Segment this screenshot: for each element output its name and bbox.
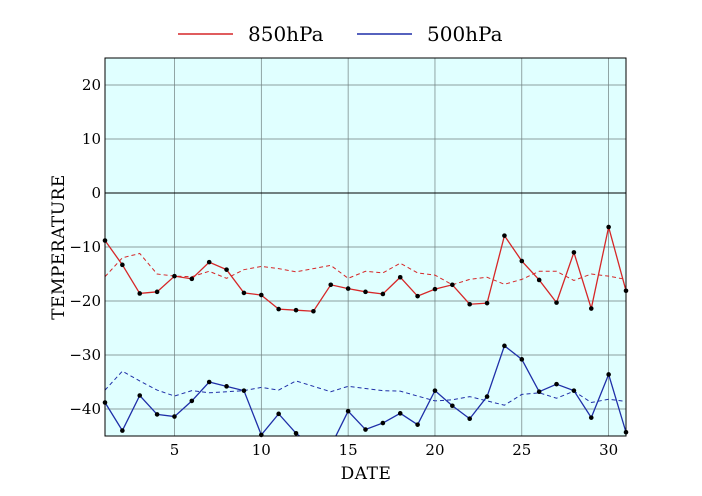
legend-label-850hpa: 850hPa <box>248 22 324 46</box>
data-point-500hpa <box>484 394 490 399</box>
x-tick-label: 5 <box>170 441 180 459</box>
data-point-850hpa <box>259 292 264 298</box>
data-point-850hpa <box>484 300 490 306</box>
data-point-850hpa <box>554 300 559 305</box>
data-point-850hpa <box>345 286 351 291</box>
x-tick-label: 30 <box>599 441 618 459</box>
data-point-500hpa <box>345 408 351 414</box>
data-point-500hpa <box>571 388 577 393</box>
data-point-850hpa <box>502 233 507 238</box>
data-point-500hpa <box>397 411 403 416</box>
data-point-500hpa <box>137 393 143 398</box>
grid <box>105 58 626 436</box>
data-point-500hpa <box>536 389 542 395</box>
data-point-500hpa <box>502 343 507 349</box>
data-point-500hpa <box>588 415 594 420</box>
x-tick-label: 15 <box>339 441 358 459</box>
legend-label-500hpa: 500hPa <box>427 22 503 46</box>
data-point-850hpa <box>120 262 125 268</box>
data-point-850hpa <box>467 301 473 307</box>
markers-layer <box>102 224 629 438</box>
data-point-500hpa <box>120 428 125 433</box>
y-tick-label: −10 <box>69 238 101 256</box>
data-point-850hpa <box>397 274 403 280</box>
y-tick-label: −30 <box>69 346 101 364</box>
data-point-850hpa <box>519 258 525 264</box>
x-axis-title: DATE <box>341 464 392 484</box>
data-point-500hpa <box>467 416 473 422</box>
data-point-500hpa <box>380 420 386 426</box>
data-point-500hpa <box>554 381 559 387</box>
data-point-850hpa <box>432 286 438 292</box>
x-tick-label: 25 <box>512 441 531 459</box>
data-point-500hpa <box>519 357 525 362</box>
data-point-850hpa <box>328 282 334 288</box>
data-point-500hpa <box>363 427 368 432</box>
x-tick-label: 20 <box>425 441 444 459</box>
y-tick-label: −40 <box>69 400 101 418</box>
data-point-850hpa <box>571 250 577 255</box>
x-tick-labels: 5 10 15 20 25 30 <box>170 441 618 459</box>
x-tick-label: 10 <box>252 441 271 459</box>
data-point-500hpa <box>154 412 160 417</box>
y-tick-label: −20 <box>69 292 101 310</box>
y-tick-labels: 20 10 0 −10 −20 −30 −40 <box>69 76 101 418</box>
data-point-850hpa <box>206 259 212 265</box>
data-point-850hpa <box>415 293 420 299</box>
data-point-500hpa <box>276 411 281 417</box>
data-point-850hpa <box>154 289 160 295</box>
data-point-500hpa <box>450 403 455 409</box>
dashed-line-series-4 <box>105 370 626 406</box>
data-point-500hpa <box>606 372 611 377</box>
data-point-500hpa <box>224 384 229 389</box>
plot-frame <box>104 57 627 437</box>
data-point-500hpa <box>415 422 420 427</box>
data-point-850hpa <box>293 307 299 313</box>
data-point-850hpa <box>311 308 316 314</box>
data-point-850hpa <box>224 267 229 272</box>
data-point-850hpa <box>137 291 143 296</box>
data-point-500hpa <box>293 431 299 436</box>
data-point-850hpa <box>588 306 594 311</box>
data-point-850hpa <box>363 289 368 295</box>
data-point-850hpa <box>241 290 247 296</box>
data-point-500hpa <box>189 398 195 404</box>
data-point-500hpa <box>206 379 212 385</box>
data-point-850hpa <box>276 306 281 312</box>
y-tick-label: 10 <box>82 130 101 148</box>
data-point-500hpa <box>172 414 177 419</box>
y-tick-label: 0 <box>91 184 101 202</box>
data-point-500hpa <box>241 388 247 393</box>
data-point-850hpa <box>450 282 455 288</box>
data-point-850hpa <box>380 291 386 297</box>
data-point-500hpa <box>259 432 264 438</box>
y-axis-title: TEMPERATURE <box>49 174 69 320</box>
y-tick-label: 20 <box>82 76 101 94</box>
legend: 850hPa 500hPa <box>178 22 503 46</box>
data-point-850hpa <box>536 277 542 283</box>
data-point-500hpa <box>432 388 438 393</box>
data-point-850hpa <box>172 273 177 279</box>
data-point-850hpa <box>189 276 195 282</box>
data-point-850hpa <box>606 224 611 230</box>
